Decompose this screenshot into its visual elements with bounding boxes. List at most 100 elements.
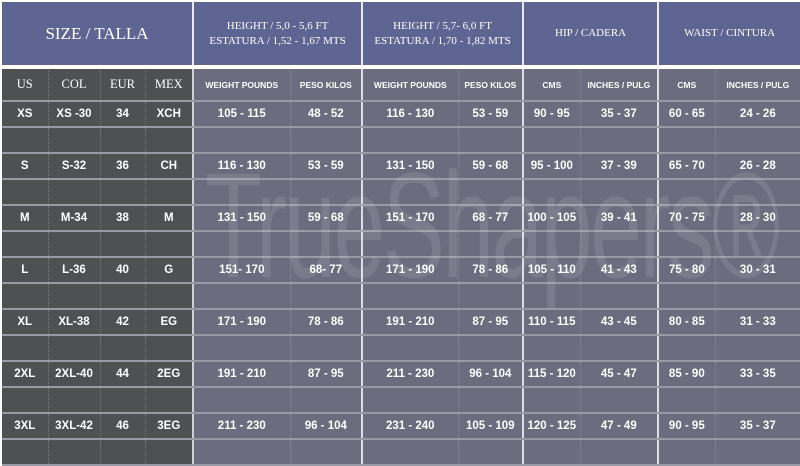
empty-cell	[658, 179, 716, 206]
hip-header: HIP / CADERA	[523, 2, 660, 69]
table-cell: 151 - 170	[362, 205, 459, 232]
spacer-row	[2, 439, 800, 466]
empty-cell	[362, 231, 459, 258]
table-cell: XCH	[145, 101, 195, 128]
empty-cell	[523, 179, 581, 206]
empty-cell	[362, 283, 459, 310]
empty-cell	[458, 231, 525, 258]
empty-cell	[458, 335, 525, 362]
table-cell: 231 - 240	[362, 413, 459, 440]
height1-mts: ESTATURA / 1,52 - 1,67 MTS	[209, 34, 346, 47]
table-cell: 26 - 28	[715, 153, 800, 180]
table-cell: 53 - 59	[290, 153, 364, 180]
empty-cell	[2, 335, 49, 362]
empty-cell	[100, 439, 146, 466]
table-row: XL XL-38 42 EG 171 - 190 78 - 86 191 - 210 87 -…	[2, 309, 800, 336]
table-cell: 41 - 43	[580, 257, 660, 284]
spacer-row	[2, 283, 800, 310]
table-cell: 78 - 86	[290, 309, 364, 336]
empty-cell	[290, 179, 364, 206]
table-cell: XS -30	[48, 101, 101, 128]
empty-cell	[362, 439, 459, 466]
table-cell: 211 - 230	[362, 361, 459, 388]
table-cell: 24 - 26	[715, 101, 800, 128]
table-cell: 45 - 47	[580, 361, 660, 388]
table-cell: 105 - 109	[458, 413, 525, 440]
empty-cell	[48, 179, 101, 206]
empty-cell	[100, 127, 146, 154]
empty-cell	[580, 127, 660, 154]
empty-cell	[48, 335, 101, 362]
empty-cell	[658, 335, 716, 362]
table-cell: 100 - 105	[523, 205, 581, 232]
empty-cell	[362, 127, 459, 154]
table-cell: XL-38	[48, 309, 101, 336]
column-header: INCHES / PULG	[715, 67, 800, 102]
table-cell: 131 - 150	[362, 153, 459, 180]
table-cell: 39 - 41	[580, 205, 660, 232]
spacer-row	[2, 387, 800, 414]
height1-header: HEIGHT / 5,0 - 5,6 FT ESTATURA / 1,52 - 1…	[193, 2, 364, 69]
table-cell: 38	[100, 205, 146, 232]
table-row: S S-32 36 CH 116 - 130 53 - 59 131 - 150 59 - 6…	[2, 153, 800, 180]
table-cell: M	[2, 205, 49, 232]
empty-cell	[193, 179, 291, 206]
table-cell: L-36	[48, 257, 101, 284]
table-cell: 2XL	[2, 361, 49, 388]
empty-cell	[523, 387, 581, 414]
height1-ft: HEIGHT / 5,0 - 5,6 FT	[226, 19, 329, 32]
empty-cell	[145, 179, 195, 206]
empty-cell	[193, 335, 291, 362]
empty-cell	[458, 283, 525, 310]
column-header: INCHES / PULG	[580, 67, 660, 102]
empty-cell	[145, 283, 195, 310]
table-cell: 120 - 125	[523, 413, 581, 440]
table-cell: 85 - 90	[658, 361, 716, 388]
empty-cell	[193, 283, 291, 310]
table-cell: 31 - 33	[715, 309, 800, 336]
table-cell: M-34	[48, 205, 101, 232]
empty-cell	[715, 335, 800, 362]
empty-cell	[290, 439, 364, 466]
column-header: MEX	[145, 67, 195, 102]
table-cell: 96 - 104	[290, 413, 364, 440]
table-cell: 53 - 59	[458, 101, 525, 128]
table-cell: 191 - 210	[362, 309, 459, 336]
empty-cell	[2, 439, 49, 466]
table-cell: 211 - 230	[193, 413, 291, 440]
spacer-row	[2, 231, 800, 258]
empty-cell	[290, 387, 364, 414]
empty-cell	[715, 127, 800, 154]
empty-cell	[290, 283, 364, 310]
table-cell: 75 - 80	[658, 257, 716, 284]
table-cell: 35 - 37	[715, 413, 800, 440]
table-cell: 43 - 45	[580, 309, 660, 336]
table-cell: 46	[100, 413, 146, 440]
empty-cell	[580, 283, 660, 310]
table-cell: 151- 170	[193, 257, 291, 284]
table-cell: 90 - 95	[658, 413, 716, 440]
empty-cell	[48, 231, 101, 258]
table-cell: 116 - 130	[362, 101, 459, 128]
empty-cell	[715, 283, 800, 310]
height2-mts: ESTATURA / 1,70 - 1,82 MTS	[374, 34, 511, 47]
empty-cell	[458, 127, 525, 154]
height2-ft: HEIGHT / 5,7- 6,0 FT	[393, 19, 492, 32]
table-cell: 2EG	[145, 361, 195, 388]
empty-cell	[580, 439, 660, 466]
empty-cell	[658, 127, 716, 154]
empty-cell	[523, 127, 581, 154]
column-header: PESO KILOS	[458, 67, 525, 102]
table-cell: 68 - 77	[458, 205, 525, 232]
table-cell: L	[2, 257, 49, 284]
table-cell: 68- 77	[290, 257, 364, 284]
empty-cell	[658, 439, 716, 466]
empty-cell	[523, 335, 581, 362]
table-cell: 30 - 31	[715, 257, 800, 284]
empty-cell	[580, 335, 660, 362]
table-cell: 78 - 86	[458, 257, 525, 284]
table-cell: 105 - 110	[523, 257, 581, 284]
table-cell: 96 - 104	[458, 361, 525, 388]
table-cell: 35 - 37	[580, 101, 660, 128]
